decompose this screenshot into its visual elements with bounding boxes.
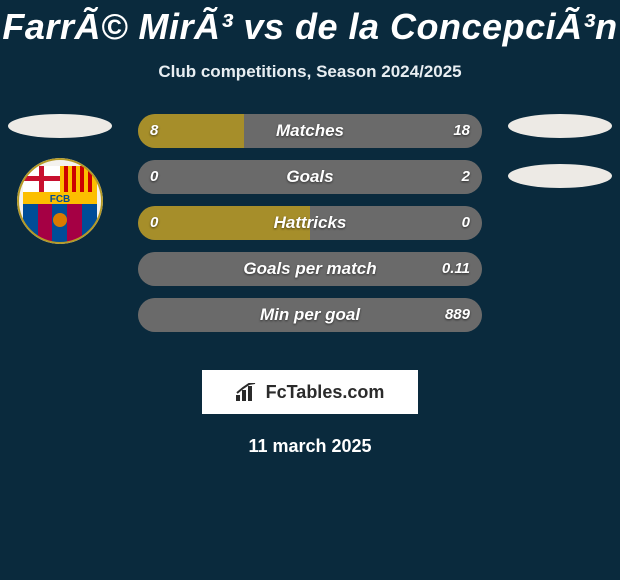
left-player-col: FCB — [8, 114, 112, 244]
bar-label: Hattricks — [138, 206, 482, 240]
bars-icon — [236, 383, 258, 401]
stat-row: 818Matches — [138, 114, 482, 148]
right-player-col — [508, 114, 612, 188]
stat-row: 02Goals — [138, 160, 482, 194]
stat-row: 0.11Goals per match — [138, 252, 482, 286]
stat-row: 00Hattricks — [138, 206, 482, 240]
bar-label: Matches — [138, 114, 482, 148]
left-club-badge: FCB — [17, 158, 103, 244]
publish-date: 11 march 2025 — [0, 436, 620, 457]
comparison-area: FCB 818Matches 02Goals 00Hattricks 0.11Goal… — [0, 114, 620, 364]
bar-label: Goals — [138, 160, 482, 194]
right-player-name-pill — [508, 114, 612, 138]
bar-label: Goals per match — [138, 252, 482, 286]
fctables-logo: FcTables.com — [202, 370, 418, 414]
subtitle: Club competitions, Season 2024/2025 — [0, 62, 620, 82]
stat-bars: 818Matches 02Goals 00Hattricks 0.11Goals pe… — [138, 114, 482, 344]
fcb-crest-icon: FCB — [17, 158, 103, 244]
svg-text:FCB: FCB — [50, 194, 71, 205]
page-title: FarrÃ© MirÃ³ vs de la ConcepciÃ³n — [0, 0, 620, 48]
logo-text: FcTables.com — [266, 382, 385, 403]
stat-row: 889Min per goal — [138, 298, 482, 332]
bar-label: Min per goal — [138, 298, 482, 332]
left-player-name-pill — [8, 114, 112, 138]
right-player-club-pill — [508, 164, 612, 188]
